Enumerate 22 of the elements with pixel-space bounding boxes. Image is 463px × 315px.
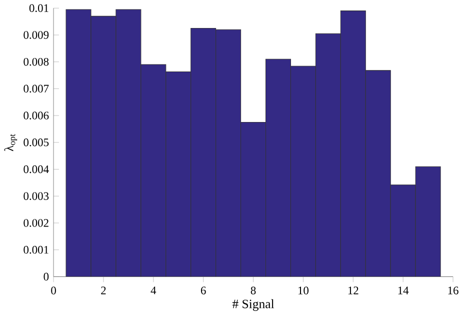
x-tick-label: 14 <box>398 286 409 294</box>
y-tick-label: 0.008 <box>24 58 49 66</box>
x-tick-label: 16 <box>448 286 458 294</box>
x-tick-label: 8 <box>250 286 256 294</box>
x-tick-label: 4 <box>150 286 156 294</box>
y-tick-label: 0.004 <box>24 165 49 174</box>
x-axis-title: # Signal <box>232 299 274 311</box>
x-tick-label: 6 <box>200 286 206 294</box>
y-tick-label: 0.003 <box>24 192 49 200</box>
y-tick-label: 0.007 <box>24 84 49 93</box>
y-tick-label: 0.01 <box>29 4 48 12</box>
y-tick-label: 0.009 <box>24 31 49 39</box>
x-tick-label: 10 <box>298 286 309 294</box>
y-tick-label: 0.005 <box>24 138 49 146</box>
y-tick-label: 0 <box>44 272 49 280</box>
x-tick-label: 2 <box>101 286 106 294</box>
y-tick-label: 0.006 <box>24 112 49 120</box>
y-tick-label: 0.002 <box>24 219 48 227</box>
y-axis-title: λ$_{opt}$ <box>4 134 18 152</box>
x-tick-label: 0 <box>51 286 56 294</box>
x-tick-label: 12 <box>348 286 358 294</box>
y-tick-label: 0.001 <box>24 246 48 254</box>
